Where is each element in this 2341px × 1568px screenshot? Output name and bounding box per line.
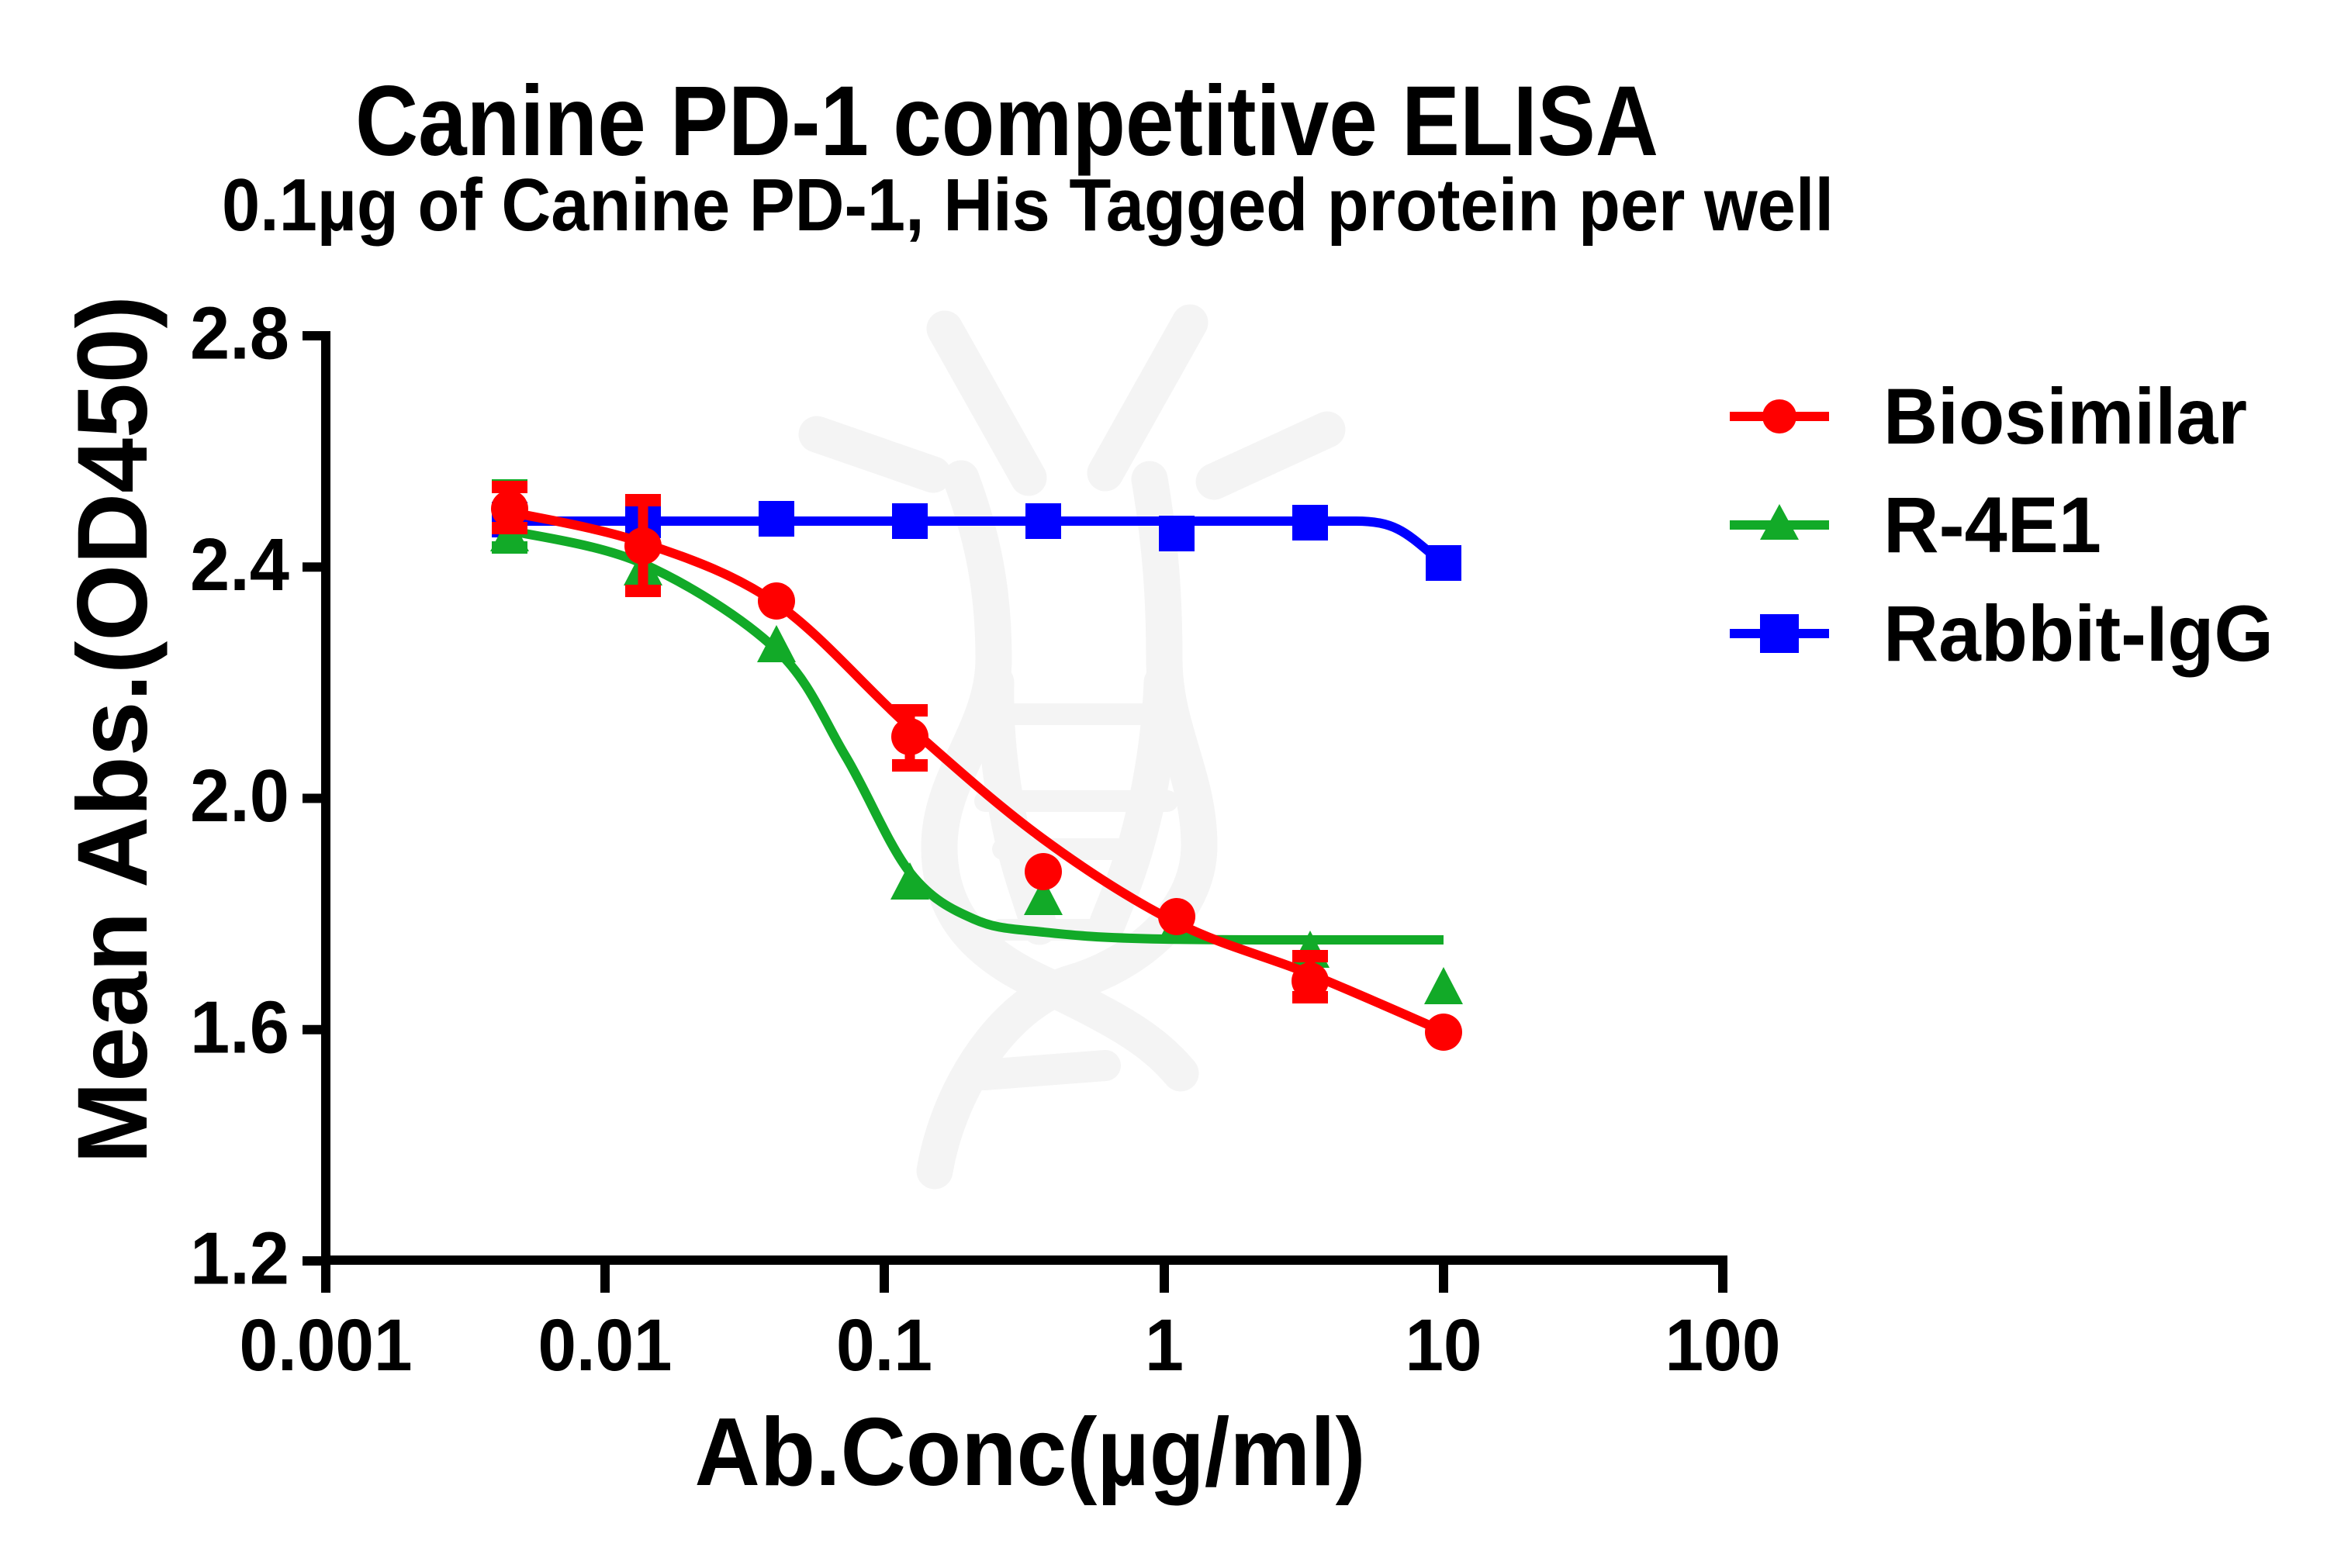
svg-text:1.6: 1.6 xyxy=(190,986,289,1069)
svg-text:Mean Abs.(OD450): Mean Abs.(OD450) xyxy=(57,295,168,1164)
svg-text:2.4: 2.4 xyxy=(190,523,289,606)
svg-text:1.2: 1.2 xyxy=(190,1217,289,1300)
svg-text:0.001: 0.001 xyxy=(240,1304,413,1387)
svg-text:0.1µg of Canine PD-1, His Tagg: 0.1µg of Canine PD-1, His Tagged protein… xyxy=(222,164,1834,247)
svg-text:R-4E1: R-4E1 xyxy=(1883,481,2101,569)
svg-text:10: 10 xyxy=(1406,1304,1482,1387)
svg-text:Biosimilar: Biosimilar xyxy=(1883,372,2247,461)
svg-text:2.8: 2.8 xyxy=(190,292,289,375)
svg-text:0.1: 0.1 xyxy=(836,1304,932,1387)
svg-text:100: 100 xyxy=(1665,1304,1781,1387)
svg-text:0.01: 0.01 xyxy=(538,1304,673,1387)
svg-text:2.0: 2.0 xyxy=(190,755,289,838)
svg-text:Ab.Conc(µg/ml): Ab.Conc(µg/ml) xyxy=(695,1399,1366,1506)
svg-text:1: 1 xyxy=(1145,1304,1184,1387)
svg-text:Canine PD-1 competitive ELISA: Canine PD-1 competitive ELISA xyxy=(355,66,1658,177)
svg-text:Rabbit-IgG: Rabbit-IgG xyxy=(1883,589,2274,678)
